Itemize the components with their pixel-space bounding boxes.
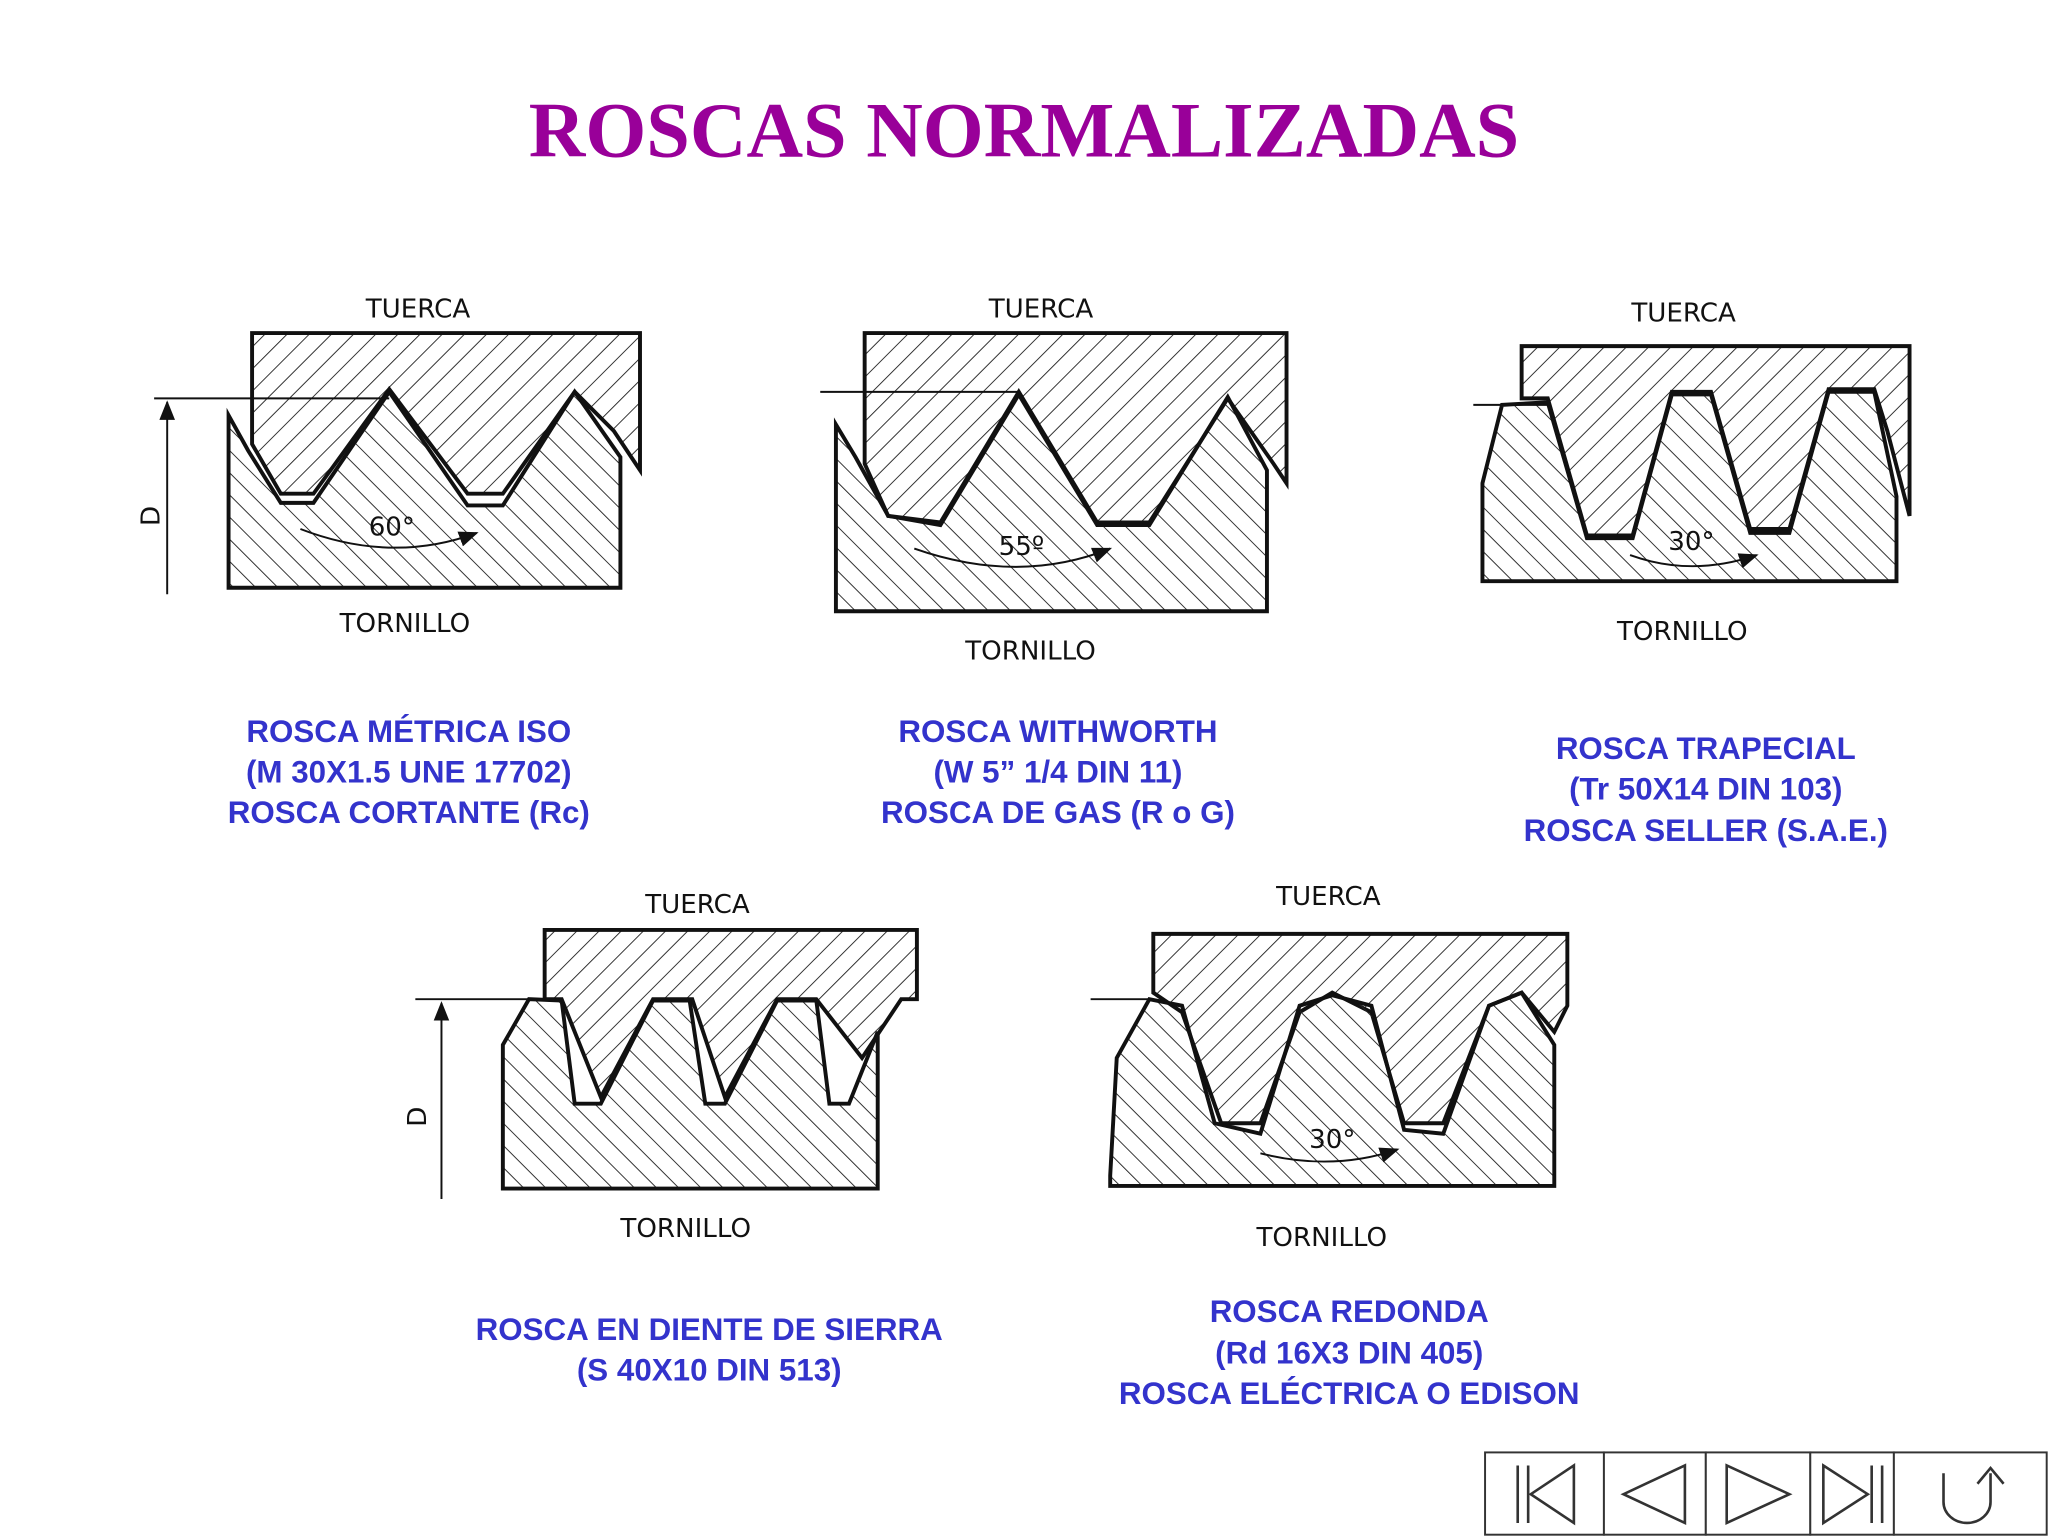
caption: (M 30X1.5 UNE 17702) bbox=[246, 754, 572, 789]
nut-label: TUERCA bbox=[365, 294, 471, 324]
thread-diagram: TUERCA TORNILLO 60° D ROSCA MÉTRICA ISO … bbox=[136, 294, 642, 830]
thread-diagram: TUERCA TORNILLO 30° ROSCA REDONDA (Rd 16… bbox=[1090, 882, 1580, 1411]
slide-title: ROSCAS NORMALIZADAS bbox=[529, 87, 1520, 174]
caption: ROSCA TRAPECIAL bbox=[1556, 731, 1856, 766]
nut-label: TUERCA bbox=[1630, 298, 1736, 328]
next-slide-button[interactable] bbox=[1704, 1451, 1812, 1536]
angle-label: 30° bbox=[1309, 1125, 1355, 1155]
caption: ROSCA WITHWORTH bbox=[898, 714, 1217, 749]
caption: (S 40X10 DIN 513) bbox=[577, 1353, 842, 1388]
caption: ROSCA ELÉCTRICA O EDISON bbox=[1119, 1376, 1580, 1411]
screw-label: TORNILLO bbox=[1255, 1223, 1387, 1253]
return-button[interactable] bbox=[1892, 1451, 2048, 1536]
thread-diagram: TUERCA TORNILLO 55º ROSCA WITHWORTH (W 5… bbox=[820, 294, 1289, 830]
angle-label: 55º bbox=[999, 532, 1045, 562]
screw-label: TORNILLO bbox=[1616, 617, 1748, 647]
first-slide-button[interactable] bbox=[1484, 1451, 1605, 1536]
caption: ROSCA CORTANTE (Rc) bbox=[228, 795, 590, 830]
caption: (Tr 50X14 DIN 103) bbox=[1569, 771, 1842, 806]
caption: ROSCA REDONDA bbox=[1210, 1294, 1489, 1329]
caption: ROSCA DE GAS (R o G) bbox=[881, 795, 1235, 830]
nut-label: TUERCA bbox=[1275, 882, 1381, 912]
screw-label: TORNILLO bbox=[619, 1214, 751, 1244]
nut-label: TUERCA bbox=[644, 890, 750, 920]
dimension-label: D bbox=[136, 506, 166, 526]
screw-label: TORNILLO bbox=[339, 609, 471, 639]
previous-slide-button[interactable] bbox=[1602, 1451, 1707, 1536]
last-slide-button[interactable] bbox=[1809, 1451, 1895, 1536]
screw-label: TORNILLO bbox=[964, 637, 1096, 667]
caption: (Rd 16X3 DIN 405) bbox=[1215, 1336, 1483, 1371]
navigation-bar bbox=[1484, 1451, 2048, 1536]
caption: ROSCA MÉTRICA ISO bbox=[246, 714, 571, 749]
thread-diagram: TUERCA TORNILLO D ROSCA EN DIENTE DE SIE… bbox=[403, 890, 943, 1388]
caption: ROSCA SELLER (S.A.E.) bbox=[1524, 813, 1888, 848]
caption: (W 5” 1/4 DIN 11) bbox=[933, 754, 1182, 789]
angle-label: 30° bbox=[1668, 527, 1714, 557]
thread-diagram: TUERCA TORNILLO 30° ROSCA TRAPECIAL (Tr … bbox=[1473, 298, 1912, 848]
dimension-label: D bbox=[403, 1107, 433, 1127]
caption: ROSCA EN DIENTE DE SIERRA bbox=[476, 1312, 943, 1347]
angle-label: 60° bbox=[369, 513, 415, 543]
nut-label: TUERCA bbox=[988, 294, 1094, 324]
